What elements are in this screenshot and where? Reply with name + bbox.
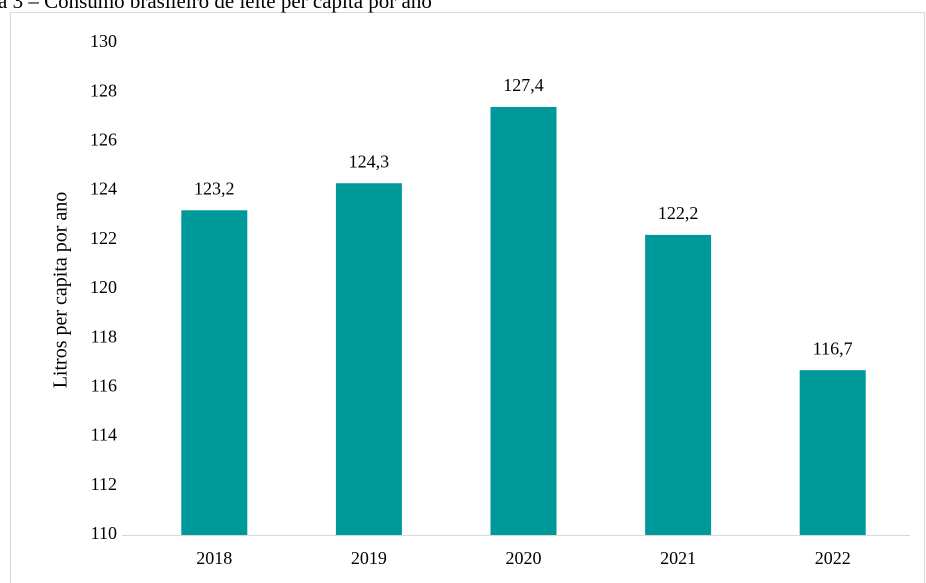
data-label: 124,3 — [349, 151, 390, 171]
y-tick-label: 128 — [90, 80, 117, 100]
y-tick-label: 116 — [91, 376, 117, 396]
y-tick-label: 120 — [90, 277, 117, 297]
y-tick-label: 112 — [91, 474, 117, 494]
data-label: 122,2 — [658, 203, 699, 223]
x-tick-label: 2022 — [815, 548, 851, 568]
x-tick-label: 2020 — [506, 548, 542, 568]
chart-frame — [10, 12, 925, 583]
chart-title: a 3 – Consumo brasileiro de leite per ca… — [0, 0, 432, 13]
bar — [335, 183, 402, 535]
data-label: 127,4 — [503, 75, 544, 95]
y-tick-label: 118 — [91, 326, 117, 346]
x-tick-label: 2019 — [351, 548, 387, 568]
data-label: 116,7 — [813, 338, 853, 358]
y-axis-label: Litros per capita por ano — [50, 192, 72, 389]
bar — [181, 210, 248, 535]
y-tick-label: 122 — [90, 228, 117, 248]
data-label: 123,2 — [194, 178, 235, 198]
y-tick-label: 124 — [90, 179, 117, 199]
y-tick-label: 114 — [91, 425, 117, 445]
bar — [799, 370, 866, 535]
x-tick-label: 2018 — [196, 548, 232, 568]
bar — [490, 106, 557, 536]
y-tick-label: 110 — [91, 523, 117, 543]
y-tick-label: 130 — [90, 31, 117, 51]
y-tick-label: 126 — [90, 130, 117, 150]
bar — [645, 234, 712, 535]
x-tick-label: 2021 — [660, 548, 696, 568]
